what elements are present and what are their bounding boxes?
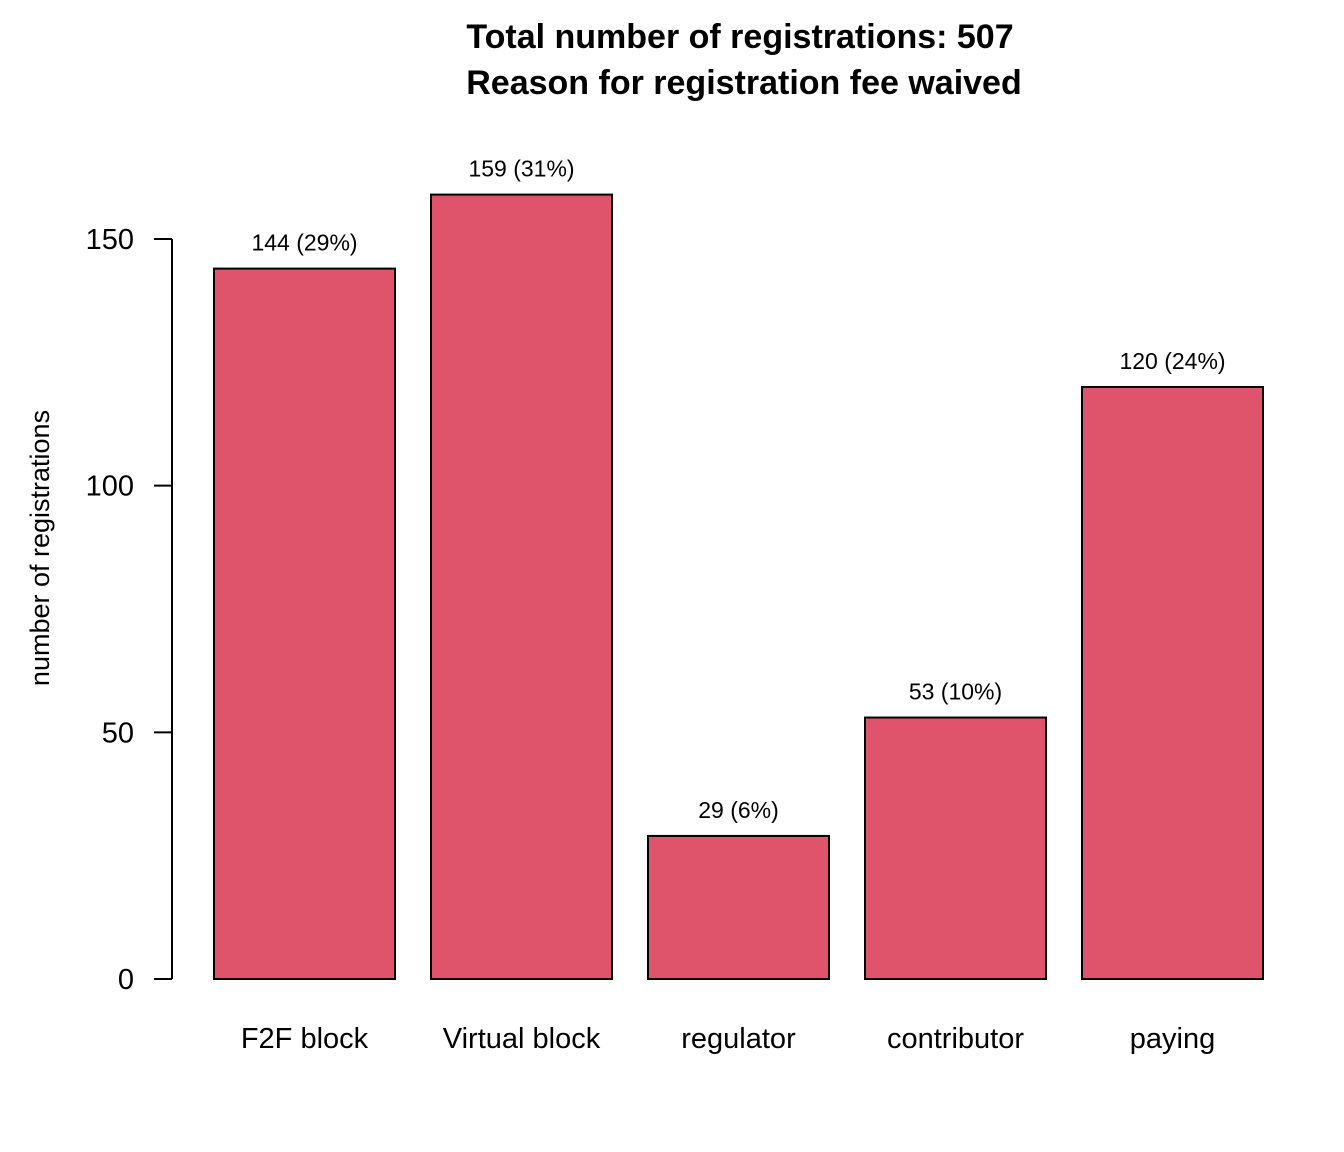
y-axis-label: number of registrations (25, 410, 55, 686)
x-category-label: regulator (681, 1023, 796, 1055)
x-axis-category-labels: F2F block Virtual block regulator contribut… (241, 1023, 1215, 1055)
bar-data-label: 53 (10%) (909, 679, 1002, 705)
bar-data-label: 144 (29%) (251, 230, 357, 256)
bar-data-label: 120 (24%) (1119, 348, 1225, 374)
y-tick-label: 150 (86, 224, 134, 256)
x-category-label: F2F block (241, 1023, 369, 1055)
bar (864, 716, 1047, 980)
y-tick-label: 100 (86, 471, 134, 503)
chart-subtitle: Reason for registration fee waived (466, 64, 1022, 102)
bar-data-label: 29 (6%) (698, 797, 779, 823)
chart-title: Total number of registrations: 507 (466, 18, 1013, 56)
bar-data-labels: 144 (29%) 159 (31%) 29 (6%) 53 (10%) 120 (24… (251, 156, 1225, 823)
bar-data-label: 159 (31%) (468, 156, 574, 182)
bar (647, 834, 830, 981)
x-category-label: contributor (887, 1023, 1024, 1055)
bars-group (213, 193, 1264, 981)
bar (1081, 386, 1264, 980)
y-tick-label: 50 (102, 717, 134, 749)
x-category-label: Virtual block (443, 1023, 601, 1055)
y-tick-label: 0 (118, 964, 134, 996)
y-axis: 0 50 100 150 (86, 224, 173, 996)
bar (213, 267, 396, 981)
x-category-label: paying (1130, 1023, 1215, 1055)
bar (430, 193, 613, 981)
